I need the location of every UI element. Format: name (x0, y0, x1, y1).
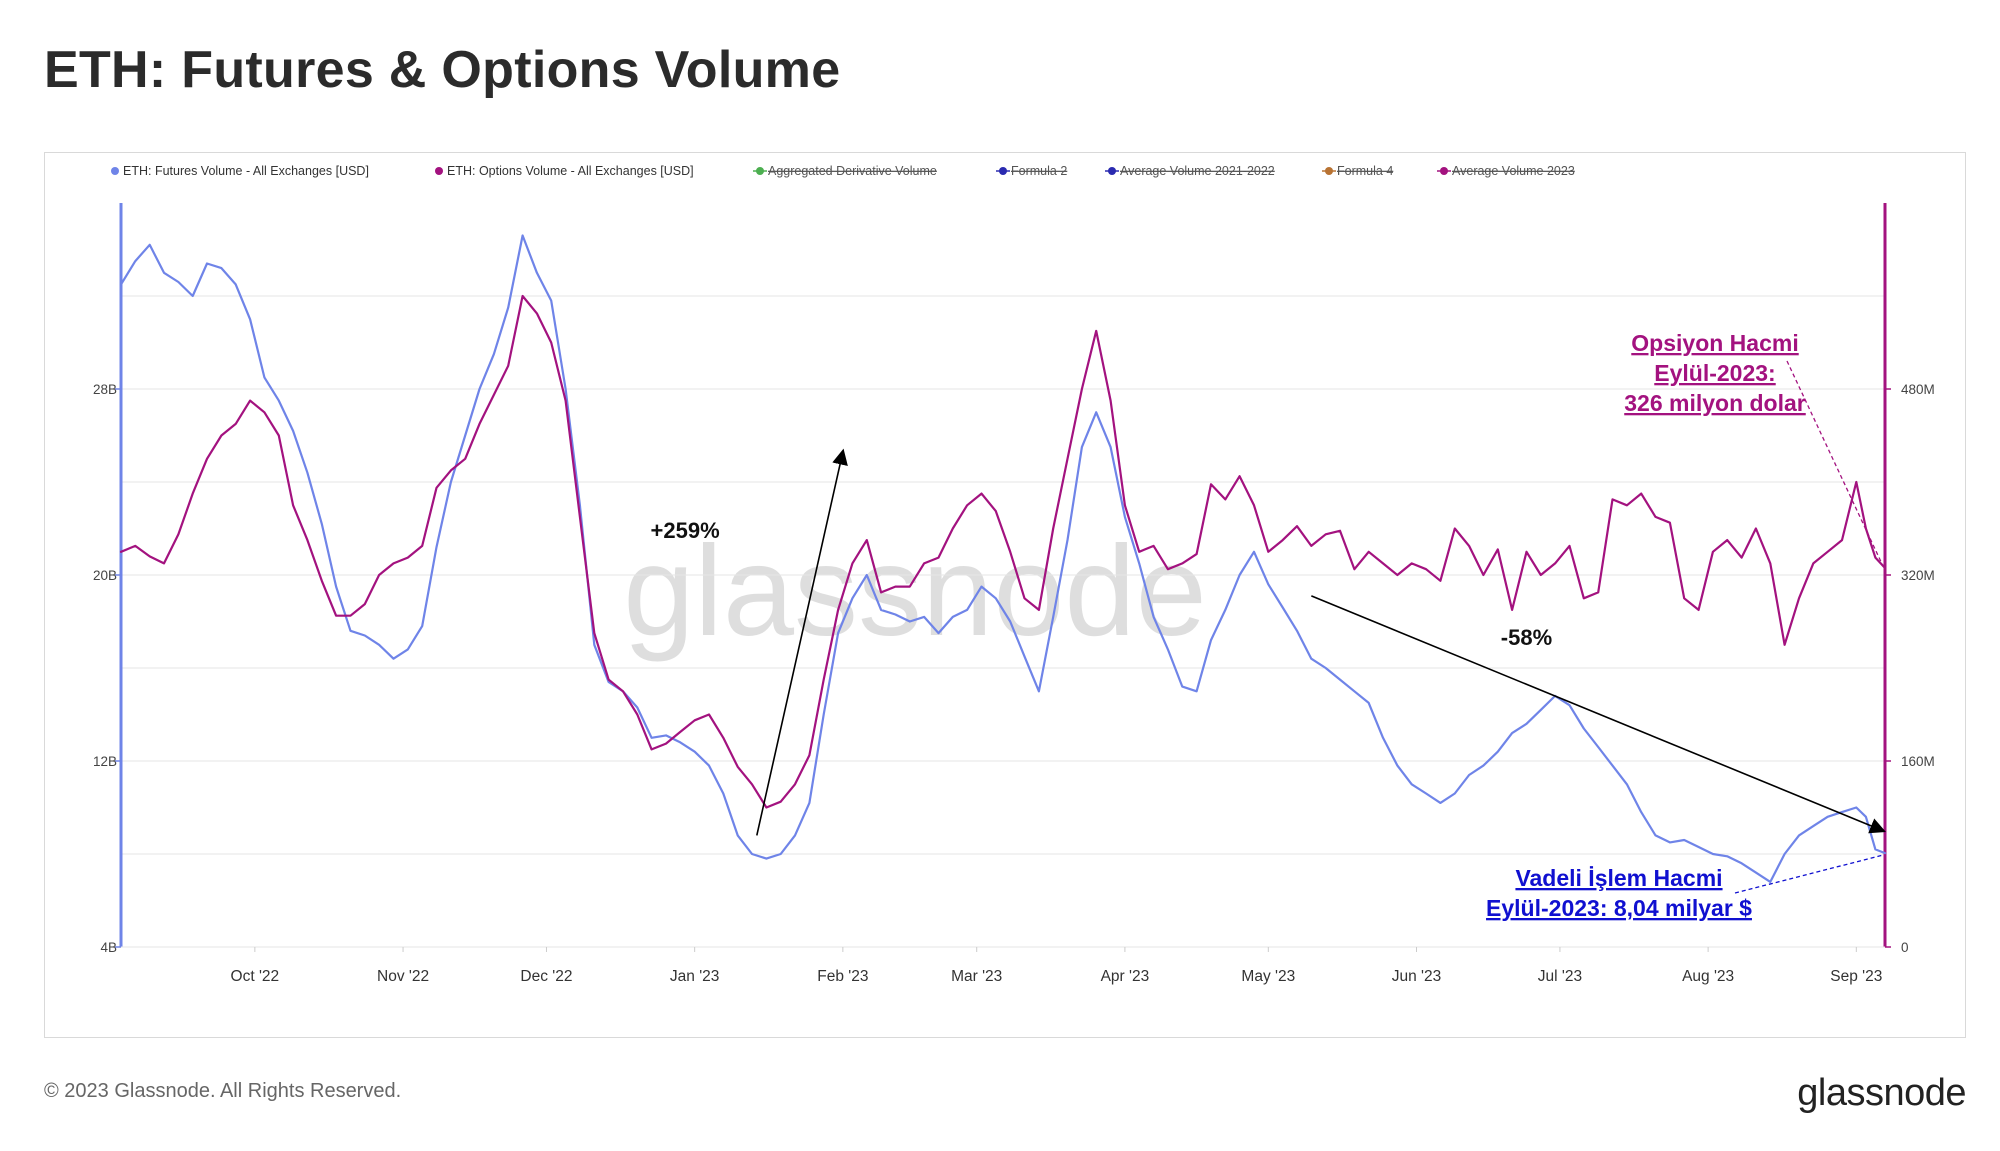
right-axis-tick-label: 0 (1901, 940, 1909, 955)
series-lines (119, 234, 1887, 884)
options-callout-line: Eylül-2023: (1654, 360, 1775, 386)
x-axis-tick-label: Jul '23 (1538, 968, 1582, 985)
chart-panel: ETH: Futures Volume - All Exchanges [USD… (44, 152, 1966, 1038)
left-axis-tick-label: 4B (100, 940, 117, 955)
x-axis-tick-label: Apr '23 (1101, 968, 1150, 985)
x-axis-tick-label: Nov '22 (377, 968, 429, 985)
legend-item[interactable]: Formula 4 (1322, 164, 1393, 178)
x-axis-tick-label: Jan '23 (670, 968, 720, 985)
x-axis-tick-label: Feb '23 (817, 968, 868, 985)
decrease-label: -58% (1501, 625, 1552, 650)
x-axis-tick-label: Jun '23 (1392, 968, 1442, 985)
axes: 4B 12B 20B 28B 0 160M 320M 480M Oct '22 Nov '22 De… (93, 203, 1935, 985)
legend-label: Formula 2 (1011, 164, 1067, 178)
legend-label: Formula 4 (1337, 164, 1393, 178)
options-callout-line: Opsiyon Hacmi (1631, 330, 1798, 356)
x-axis-tick-label: Mar '23 (951, 968, 1002, 985)
legend-label: Aggregated Derivative Volume (768, 164, 937, 178)
legend-item[interactable]: ETH: Options Volume - All Exchanges [USD… (435, 164, 694, 178)
chart-svg: ETH: Futures Volume - All Exchanges [USD… (93, 164, 1935, 985)
right-axis-tick-label: 320M (1901, 568, 1935, 583)
legend-item[interactable]: ETH: Futures Volume - All Exchanges [USD… (111, 164, 369, 178)
futures-callout-line: Vadeli İşlem Hacmi (1515, 865, 1722, 891)
legend-marker (435, 167, 443, 175)
increase-label: +259% (651, 518, 720, 543)
decrease-arrow (1311, 595, 1886, 834)
x-axis-tick-label: Sep '23 (1830, 968, 1882, 985)
futures-callout-leader (1734, 854, 1884, 894)
options-volume-line[interactable] (119, 294, 1887, 809)
left-axis-tick-label: 20B (93, 568, 117, 583)
x-axis-tick-label: Aug '23 (1682, 968, 1734, 985)
futures-callout-line: Eylül-2023: 8,04 milyar $ (1486, 895, 1752, 921)
legend-item[interactable]: Formula 2 (996, 164, 1067, 178)
legend-label: Average Volume 2023 (1452, 164, 1575, 178)
legend-marker (111, 167, 119, 175)
options-callout-line: 326 milyon dolar (1624, 390, 1806, 416)
x-axis-tick-label: Oct '22 (231, 968, 280, 985)
right-axis-tick-label: 480M (1901, 382, 1935, 397)
legend-item[interactable]: Aggregated Derivative Volume (753, 164, 937, 178)
legend-item[interactable]: Average Volume 2021-2022 (1105, 164, 1275, 178)
annotations: +259% -58% Opsiyon Hacmi Eylül-2023: 326 mil… (651, 330, 1886, 921)
glassnode-logo[interactable]: glassnode (1797, 1072, 1966, 1114)
page-title: ETH: Futures & Options Volume (44, 41, 841, 99)
legend-label: Average Volume 2021-2022 (1120, 164, 1275, 178)
legend: ETH: Futures Volume - All Exchanges [USD… (111, 164, 1575, 178)
legend-label: ETH: Options Volume - All Exchanges [USD… (447, 164, 694, 178)
grid (121, 295, 1885, 855)
watermark: glassnode (623, 520, 1207, 663)
x-axis-tick-label: May '23 (1241, 968, 1295, 985)
copyright-text: © 2023 Glassnode. All Rights Reserved. (44, 1080, 402, 1102)
options-callout-leader (1786, 360, 1884, 567)
left-axis-tick-label: 28B (93, 382, 117, 397)
futures-volume-line[interactable] (119, 234, 1887, 884)
x-axis-tick-label: Dec '22 (520, 968, 572, 985)
legend-item[interactable]: Average Volume 2023 (1437, 164, 1575, 178)
legend-label: ETH: Futures Volume - All Exchanges [USD… (123, 164, 369, 178)
increase-arrow (756, 448, 848, 836)
right-axis-tick-label: 160M (1901, 754, 1935, 769)
left-axis-tick-label: 12B (93, 754, 117, 769)
